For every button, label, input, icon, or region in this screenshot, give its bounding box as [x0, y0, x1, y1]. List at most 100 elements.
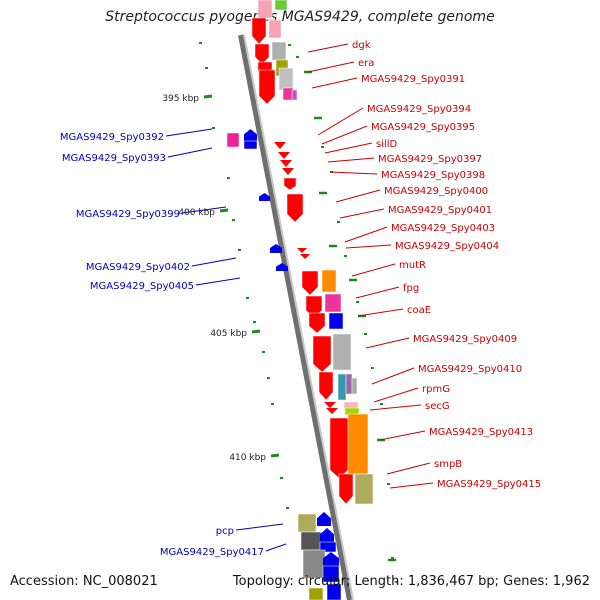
minor-tick [380, 403, 383, 405]
gene-label: MGAS9429_Spy0415 [437, 479, 541, 490]
leader-line [345, 244, 392, 249]
cog-box [282, 87, 294, 101]
cog-box [337, 373, 347, 401]
cog-box [291, 89, 298, 101]
minor-tick [199, 42, 202, 44]
leader-line [324, 142, 373, 154]
gene-arrow [286, 193, 304, 223]
gene-label: dgk [352, 40, 371, 51]
leader-line [195, 277, 241, 286]
gene-label: smpB [434, 459, 462, 470]
minor-tick [395, 581, 398, 583]
minor-tick [321, 146, 324, 148]
gene-arrow-reverse [259, 193, 270, 201]
gene-label: MGAS9429_Spy0404 [395, 241, 499, 252]
gene-arrow-reverse [270, 244, 282, 253]
leader-lines [165, 43, 434, 552]
gene-label: coaE [407, 305, 431, 316]
gene-label: MGAS9429_Spy0395 [371, 122, 475, 133]
gene-label: MGAS9429_Spy0399 [76, 209, 180, 220]
major-tick [251, 329, 261, 334]
minor-tick [227, 177, 230, 179]
leader-line [355, 286, 400, 299]
cog-box [332, 333, 352, 371]
leader-line [386, 462, 431, 475]
minor-tick [387, 483, 390, 485]
cog-box [319, 541, 337, 553]
minor-tick [271, 403, 274, 405]
leader-line [389, 482, 434, 489]
gene-arrow [338, 473, 354, 505]
leader-line [369, 404, 422, 411]
major-tick [270, 453, 280, 458]
leader-line [307, 61, 355, 73]
minor-tick [371, 367, 374, 369]
gene-label: MGAS9429_Spy0413 [429, 427, 533, 438]
gene-arrow [326, 408, 338, 414]
leader-line [371, 367, 415, 385]
minor-tick [253, 321, 256, 323]
gene-label: mutR [399, 260, 426, 271]
gene-arrow-reverse [323, 552, 339, 566]
minor-tick [246, 297, 249, 299]
tick-label: 400 kbp [178, 208, 215, 218]
accession-text: Accession: NC_008021 [10, 574, 158, 589]
gene-arrow [318, 371, 334, 401]
gene-label: MGAS9429_Spy0391 [361, 74, 465, 85]
cog-box [278, 67, 294, 91]
gene-arrow-reverse [320, 528, 334, 542]
gene-label: era [358, 58, 374, 69]
cog-box [300, 531, 322, 551]
cog-box [345, 373, 353, 395]
leader-line [165, 128, 213, 137]
gene-label: rpmG [422, 384, 450, 395]
gene-label: pcp [216, 526, 234, 537]
leader-line [357, 308, 404, 317]
leader-line [307, 43, 349, 53]
tick-label: 395 kbp [162, 94, 199, 104]
leader-line [167, 147, 213, 158]
gene-label: MGAS9429_Spy0403 [391, 223, 495, 234]
gene-label: MGAS9429_Spy0409 [413, 334, 517, 345]
minor-tick [391, 557, 394, 559]
genome-title: Streptococcus pyogenes MGAS9429, complet… [105, 9, 495, 25]
minor-tick [262, 351, 265, 353]
leader-line [339, 208, 385, 219]
cog-box [328, 312, 344, 330]
tick-label: 410 kbp [229, 453, 266, 463]
cog-box [326, 583, 342, 600]
cog-box [271, 41, 287, 61]
gene-arrow-reverse [276, 263, 288, 271]
leader-line [329, 171, 378, 175]
backbone-shadow [238, 34, 353, 600]
minor-tick [344, 255, 347, 257]
gene-label: secG [425, 401, 450, 412]
cog-box [274, 0, 288, 11]
gene-arrow [251, 17, 267, 45]
gene-label: MGAS9429_Spy0394 [367, 104, 471, 115]
features-layer [226, 0, 374, 600]
minor-tick [356, 301, 359, 303]
gene-label: MGAS9429_Spy0400 [384, 186, 488, 197]
cog-box [308, 587, 324, 600]
cog-box [347, 413, 369, 475]
cog-box [297, 513, 317, 533]
gene-label: MGAS9429_Spy0393 [62, 153, 166, 164]
minor-tick [205, 67, 208, 69]
leader-line [265, 543, 287, 552]
leader-line [351, 263, 396, 277]
leader-line [181, 206, 227, 214]
cog-box [321, 269, 337, 293]
labels-layer: dgk era MGAS9429_Spy0391 MGAS9429_Spy0394 MG… [60, 40, 541, 558]
cog-box [351, 377, 358, 395]
gene-arrow [258, 69, 276, 105]
major-tick [219, 208, 229, 213]
minor-tick [337, 221, 340, 223]
minor-tick [296, 56, 299, 58]
minor-tick [267, 377, 270, 379]
cog-box [322, 565, 340, 583]
gene-arrow [274, 142, 286, 149]
major-tick [203, 94, 213, 99]
leader-line [379, 430, 426, 441]
backbone [243, 34, 354, 600]
